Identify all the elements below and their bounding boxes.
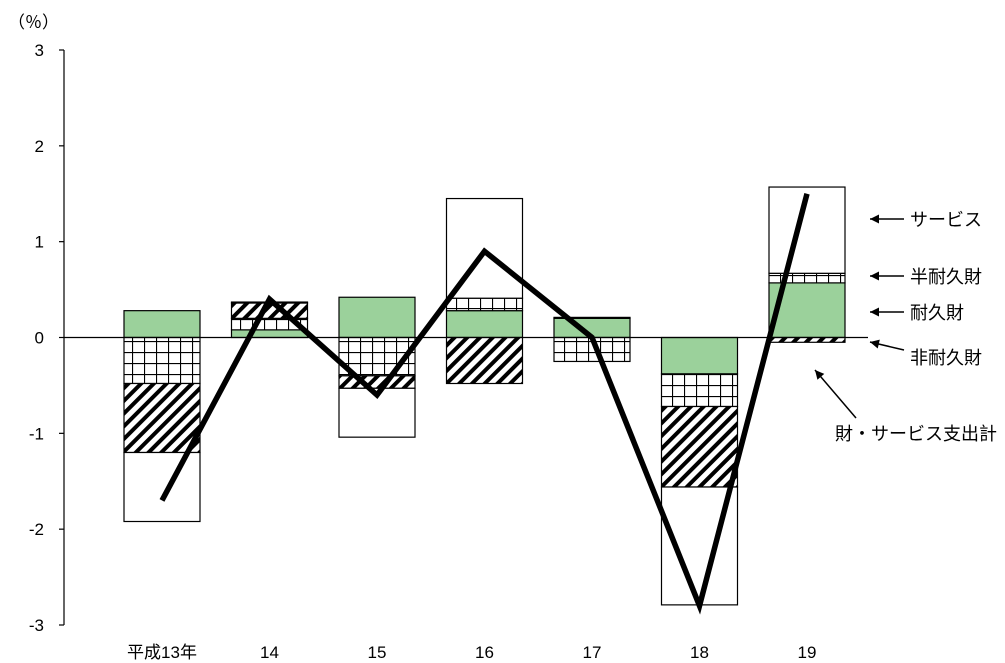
x-tick-label: 19 <box>798 643 817 662</box>
total-line-group <box>159 193 810 615</box>
x-tick-label: 18 <box>690 643 709 662</box>
y-unit-label: （％） <box>8 13 59 33</box>
total-spending-line <box>159 193 810 615</box>
y-tick-label: 0 <box>35 329 44 348</box>
legend-annotation-label: 非耐久財 <box>910 348 982 369</box>
x-tick-label: 15 <box>368 643 387 662</box>
y-tick-label: 2 <box>35 137 44 156</box>
x-tick-label: 平成13年 <box>127 643 197 662</box>
x-tick-label: 16 <box>475 643 494 662</box>
y-tick-label: -3 <box>29 616 44 635</box>
y-tick-label: -2 <box>29 520 44 539</box>
y-tick-label: -1 <box>29 424 44 443</box>
bar-non_durable-1 <box>230 302 309 319</box>
legend-annotation-label: 半耐久財 <box>910 267 982 288</box>
x-tick-label: 17 <box>583 643 602 662</box>
annotation-arrowhead <box>870 271 879 281</box>
bar-durable-1 <box>230 329 309 339</box>
bar-services-4 <box>553 316 631 319</box>
annotation-arrowhead <box>870 214 879 224</box>
bar-durable-3 <box>445 310 524 339</box>
annotation-arrowhead <box>870 307 879 317</box>
annotation-arrowhead <box>870 339 880 349</box>
y-tick-label: 1 <box>35 233 44 252</box>
bar-non_durable-3 <box>445 336 524 385</box>
bar-semi_durable-5 <box>660 373 739 408</box>
bar-non_durable-5 <box>660 405 739 488</box>
bar-services-0 <box>123 451 201 523</box>
y-tick-label: 3 <box>35 41 44 60</box>
bar-semi_durable-0 <box>123 336 201 385</box>
bar-semi_durable-6 <box>768 272 846 284</box>
bar-non_durable-0 <box>123 382 201 454</box>
axes-group: 3 2 1 0 -1 -2 -3 平成13年 14 15 16 17 18 19 <box>29 41 868 662</box>
bar-durable-5 <box>660 336 739 375</box>
bar-non_durable-2 <box>338 375 416 389</box>
bar-durable-0 <box>123 310 201 339</box>
annotation-arrow-line <box>814 369 857 419</box>
x-tick-label: 14 <box>260 643 279 662</box>
bar-durable-2 <box>338 296 416 339</box>
bar-non_durable-6 <box>768 336 846 343</box>
bar-semi_durable-3 <box>445 297 524 312</box>
legend-annotation-label: 財・サービス支出計 <box>835 424 997 445</box>
legend-annotation-label: サービス <box>910 210 982 231</box>
legend-annotation-label: 耐久財 <box>910 303 964 324</box>
annotation-arrowhead <box>815 370 825 380</box>
